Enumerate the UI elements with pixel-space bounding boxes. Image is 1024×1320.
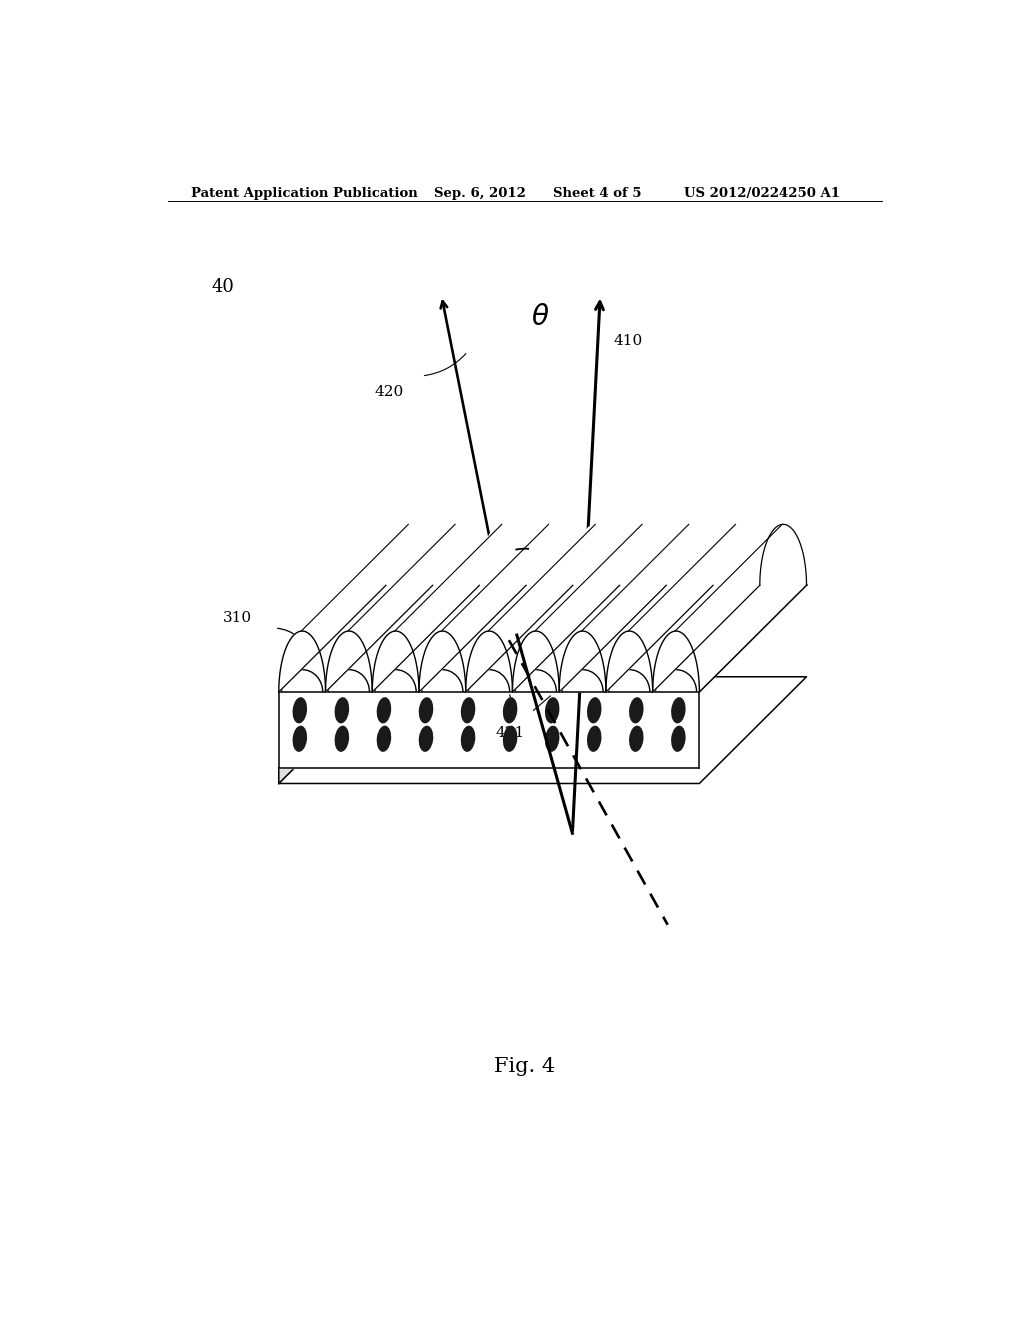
Text: 310: 310 [223, 611, 252, 624]
Ellipse shape [503, 726, 517, 752]
Polygon shape [279, 661, 386, 784]
Ellipse shape [335, 726, 349, 752]
Ellipse shape [461, 697, 475, 723]
Ellipse shape [419, 697, 433, 723]
Text: 40: 40 [211, 279, 234, 296]
Ellipse shape [293, 697, 307, 723]
Polygon shape [279, 692, 699, 768]
Ellipse shape [671, 726, 686, 752]
Ellipse shape [377, 697, 391, 723]
Ellipse shape [629, 697, 643, 723]
Polygon shape [279, 524, 433, 692]
Polygon shape [419, 524, 572, 692]
Text: Sheet 4 of 5: Sheet 4 of 5 [553, 187, 641, 199]
Text: Fig. 4: Fig. 4 [495, 1056, 555, 1076]
Polygon shape [279, 585, 807, 692]
Ellipse shape [587, 697, 601, 723]
Polygon shape [515, 669, 556, 692]
Text: $\theta$: $\theta$ [531, 305, 550, 331]
Text: Patent Application Publication: Patent Application Publication [191, 187, 418, 199]
Polygon shape [559, 524, 713, 692]
Polygon shape [282, 669, 323, 692]
Polygon shape [606, 524, 760, 692]
Polygon shape [375, 669, 416, 692]
Polygon shape [326, 524, 479, 692]
Polygon shape [608, 669, 650, 692]
Ellipse shape [545, 726, 559, 752]
Polygon shape [655, 669, 696, 692]
Polygon shape [422, 669, 463, 692]
Ellipse shape [545, 697, 559, 723]
Ellipse shape [377, 726, 391, 752]
Polygon shape [373, 524, 526, 692]
Text: 420: 420 [374, 385, 403, 399]
Ellipse shape [503, 697, 517, 723]
Polygon shape [652, 524, 807, 692]
Polygon shape [512, 524, 667, 692]
Ellipse shape [671, 697, 686, 723]
Text: 410: 410 [613, 334, 643, 348]
Ellipse shape [419, 726, 433, 752]
Polygon shape [329, 669, 370, 692]
Ellipse shape [587, 726, 601, 752]
Text: 421: 421 [496, 726, 525, 739]
Polygon shape [466, 524, 620, 692]
Polygon shape [562, 669, 603, 692]
Ellipse shape [461, 726, 475, 752]
Polygon shape [279, 677, 807, 784]
Text: US 2012/0224250 A1: US 2012/0224250 A1 [684, 187, 840, 199]
Polygon shape [469, 669, 510, 692]
Text: Sep. 6, 2012: Sep. 6, 2012 [433, 187, 525, 199]
Ellipse shape [293, 726, 307, 752]
Ellipse shape [335, 697, 349, 723]
Ellipse shape [629, 726, 643, 752]
